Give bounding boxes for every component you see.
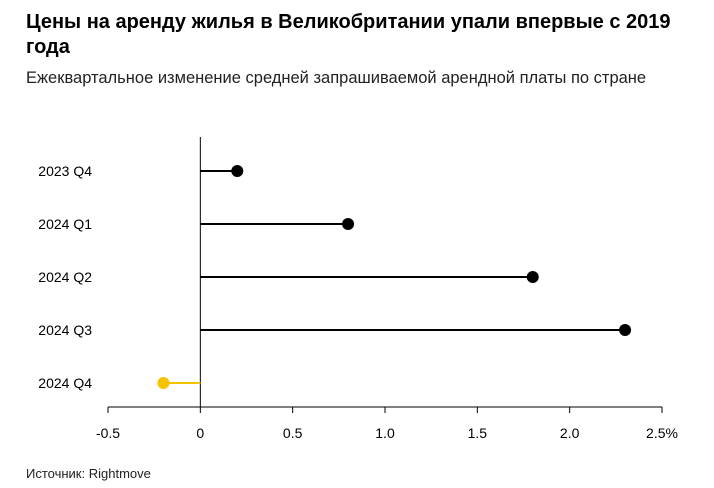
lollipop-dot	[231, 165, 244, 177]
lollipop-dot	[619, 324, 632, 336]
x-tick-label: 1.0	[375, 425, 395, 441]
category-labels: 2023 Q4 2024 Q1 2024 Q2 2024 Q3 2024 Q4	[38, 163, 92, 391]
category-label: 2024 Q2	[38, 269, 92, 285]
source-note: Источник: Rightmove	[26, 466, 151, 481]
chart-title: Цены на аренду жилья в Великобритании уп…	[26, 11, 671, 58]
lollipop-dot	[526, 271, 539, 283]
x-tick-label: 1.5	[468, 425, 488, 441]
x-tick-label: -0.5	[96, 425, 120, 441]
category-label: 2024 Q4	[38, 375, 92, 391]
category-label: 2024 Q3	[38, 322, 92, 338]
lollipop-dot	[342, 218, 355, 230]
category-label: 2023 Q4	[38, 163, 92, 179]
category-label: 2024 Q1	[38, 216, 92, 232]
x-tick-label: 0.5	[283, 425, 303, 441]
x-tick-label: 2.5%	[646, 425, 678, 441]
lollipop-dots	[157, 165, 632, 389]
x-tick-label: 2.0	[560, 425, 580, 441]
x-tick-label: 0	[196, 425, 204, 441]
chart-subtitle: Ежеквартальное изменение средней запраши…	[26, 69, 647, 87]
lollipop-stems	[163, 170, 626, 384]
lollipop-dot	[157, 377, 170, 389]
x-axis-ticks: -0.5 0 0.5 1.0 1.5 2.0 2.5%	[96, 407, 678, 441]
